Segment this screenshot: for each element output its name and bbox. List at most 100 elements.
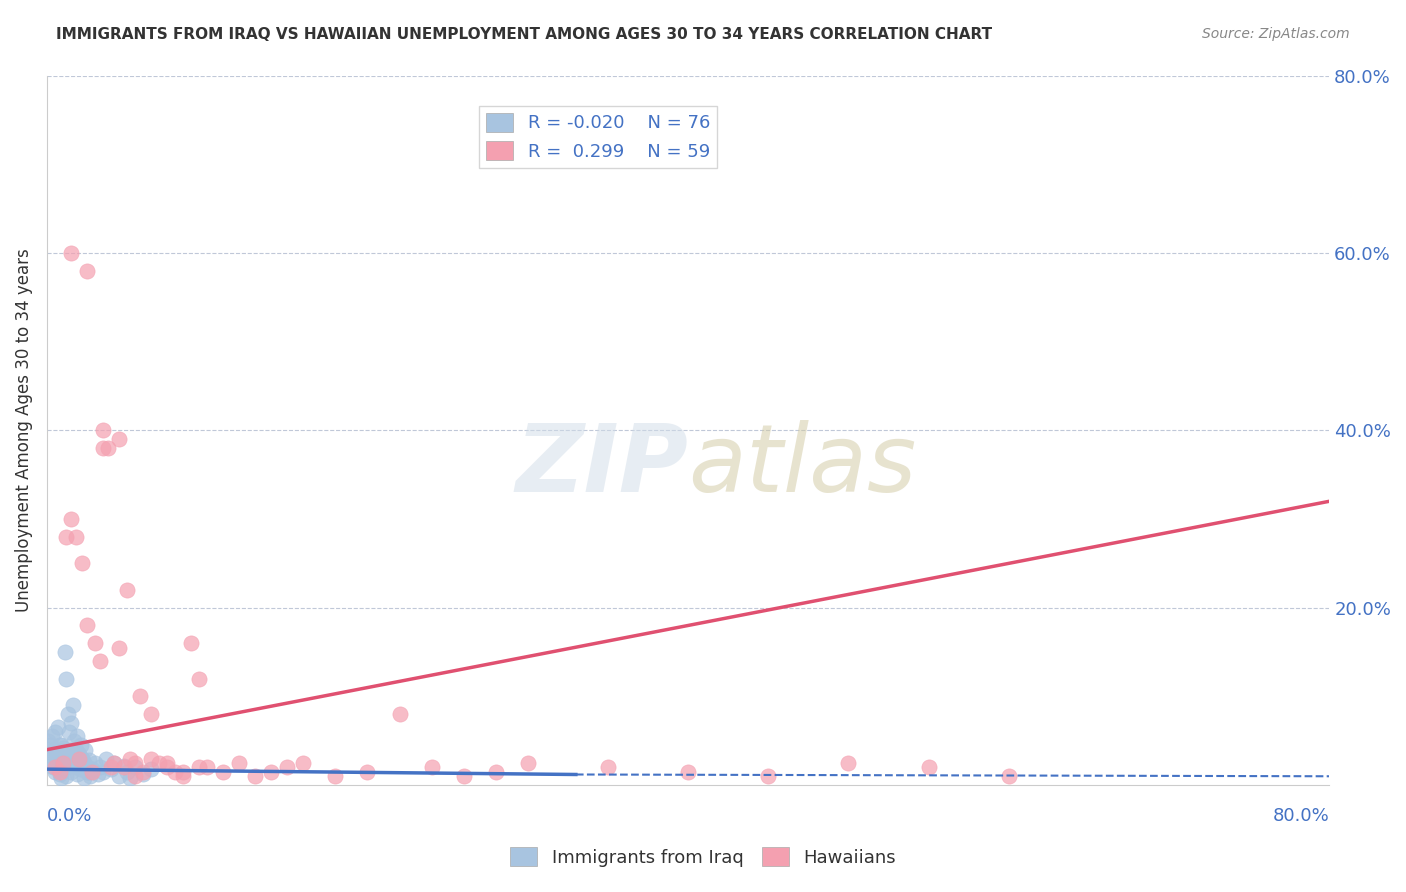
Point [260, 764, 283, 779]
Point [997, 769, 1019, 783]
Point [67, 756, 90, 770]
Point [103, 756, 125, 770]
Point [70, 557, 93, 571]
Point [77, 764, 100, 779]
Point [75, 742, 97, 756]
Point [69, 762, 91, 776]
Point [89, 760, 111, 774]
Point [228, 756, 250, 770]
Point [453, 769, 475, 783]
Point [77, 753, 100, 767]
Point [52, 740, 75, 755]
Point [128, 690, 150, 704]
Point [139, 707, 162, 722]
Point [188, 672, 211, 686]
Point [165, 764, 187, 779]
Legend: Immigrants from Iraq, Hawaiians: Immigrants from Iraq, Hawaiians [503, 840, 903, 874]
Point [59, 246, 82, 260]
Text: atlas: atlas [688, 420, 917, 511]
Point [80, 762, 103, 776]
Point [67, 747, 90, 761]
Point [139, 751, 162, 765]
Point [388, 707, 411, 722]
Point [100, 762, 122, 776]
Point [59, 716, 82, 731]
Point [67, 751, 90, 765]
Point [115, 764, 138, 779]
Point [676, 764, 699, 779]
Point [66, 730, 89, 744]
Point [51, 771, 73, 785]
Point [76, 263, 98, 277]
Point [45, 758, 67, 772]
Text: 0.0%: 0.0% [46, 806, 93, 824]
Point [53, 645, 76, 659]
Point [103, 756, 125, 770]
Point [100, 760, 122, 774]
Point [59, 742, 82, 756]
Point [156, 756, 179, 770]
Point [172, 769, 194, 783]
Text: 80.0%: 80.0% [1272, 806, 1329, 824]
Point [180, 636, 202, 650]
Point [59, 764, 82, 779]
Point [124, 769, 146, 783]
Text: IMMIGRANTS FROM IRAQ VS HAWAIIAN UNEMPLOYMENT AMONG AGES 30 TO 34 YEARS CORRELAT: IMMIGRANTS FROM IRAQ VS HAWAIIAN UNEMPLO… [56, 27, 993, 42]
Point [485, 764, 508, 779]
Point [108, 432, 131, 446]
Point [58, 725, 80, 739]
Point [516, 756, 538, 770]
Point [91, 441, 114, 455]
Point [97, 441, 120, 455]
Point [84, 636, 107, 650]
Point [76, 618, 98, 632]
Point [51, 738, 73, 752]
Point [79, 769, 101, 783]
Point [276, 760, 298, 774]
Point [46, 749, 69, 764]
Point [115, 582, 138, 597]
Point [55, 672, 77, 686]
Point [65, 742, 87, 756]
Point [156, 760, 179, 774]
Point [87, 767, 110, 781]
Point [89, 654, 111, 668]
Text: Source: ZipAtlas.com: Source: ZipAtlas.com [1202, 27, 1350, 41]
Point [120, 751, 142, 765]
Point [245, 769, 267, 783]
Point [52, 756, 75, 770]
Point [55, 769, 77, 783]
Point [46, 762, 69, 776]
Point [59, 512, 82, 526]
Point [44, 742, 66, 756]
Point [56, 707, 79, 722]
Point [112, 760, 135, 774]
Point [108, 640, 131, 655]
Point [112, 758, 135, 772]
Point [52, 762, 75, 776]
Point [45, 747, 67, 761]
Text: ZIP: ZIP [515, 420, 688, 512]
Point [756, 769, 779, 783]
Point [56, 751, 79, 765]
Point [91, 764, 114, 779]
Point [52, 756, 75, 770]
Point [45, 753, 67, 767]
Point [42, 760, 65, 774]
Point [39, 751, 62, 765]
Point [62, 698, 84, 713]
Point [63, 733, 86, 747]
Point [76, 764, 98, 779]
Point [58, 758, 80, 772]
Point [55, 747, 77, 761]
Point [70, 751, 93, 765]
Point [69, 738, 91, 752]
Point [73, 756, 96, 770]
Point [75, 758, 97, 772]
Point [837, 756, 859, 770]
Point [42, 747, 65, 761]
Point [70, 751, 93, 765]
Point [44, 760, 66, 774]
Point [172, 764, 194, 779]
Point [41, 756, 63, 770]
